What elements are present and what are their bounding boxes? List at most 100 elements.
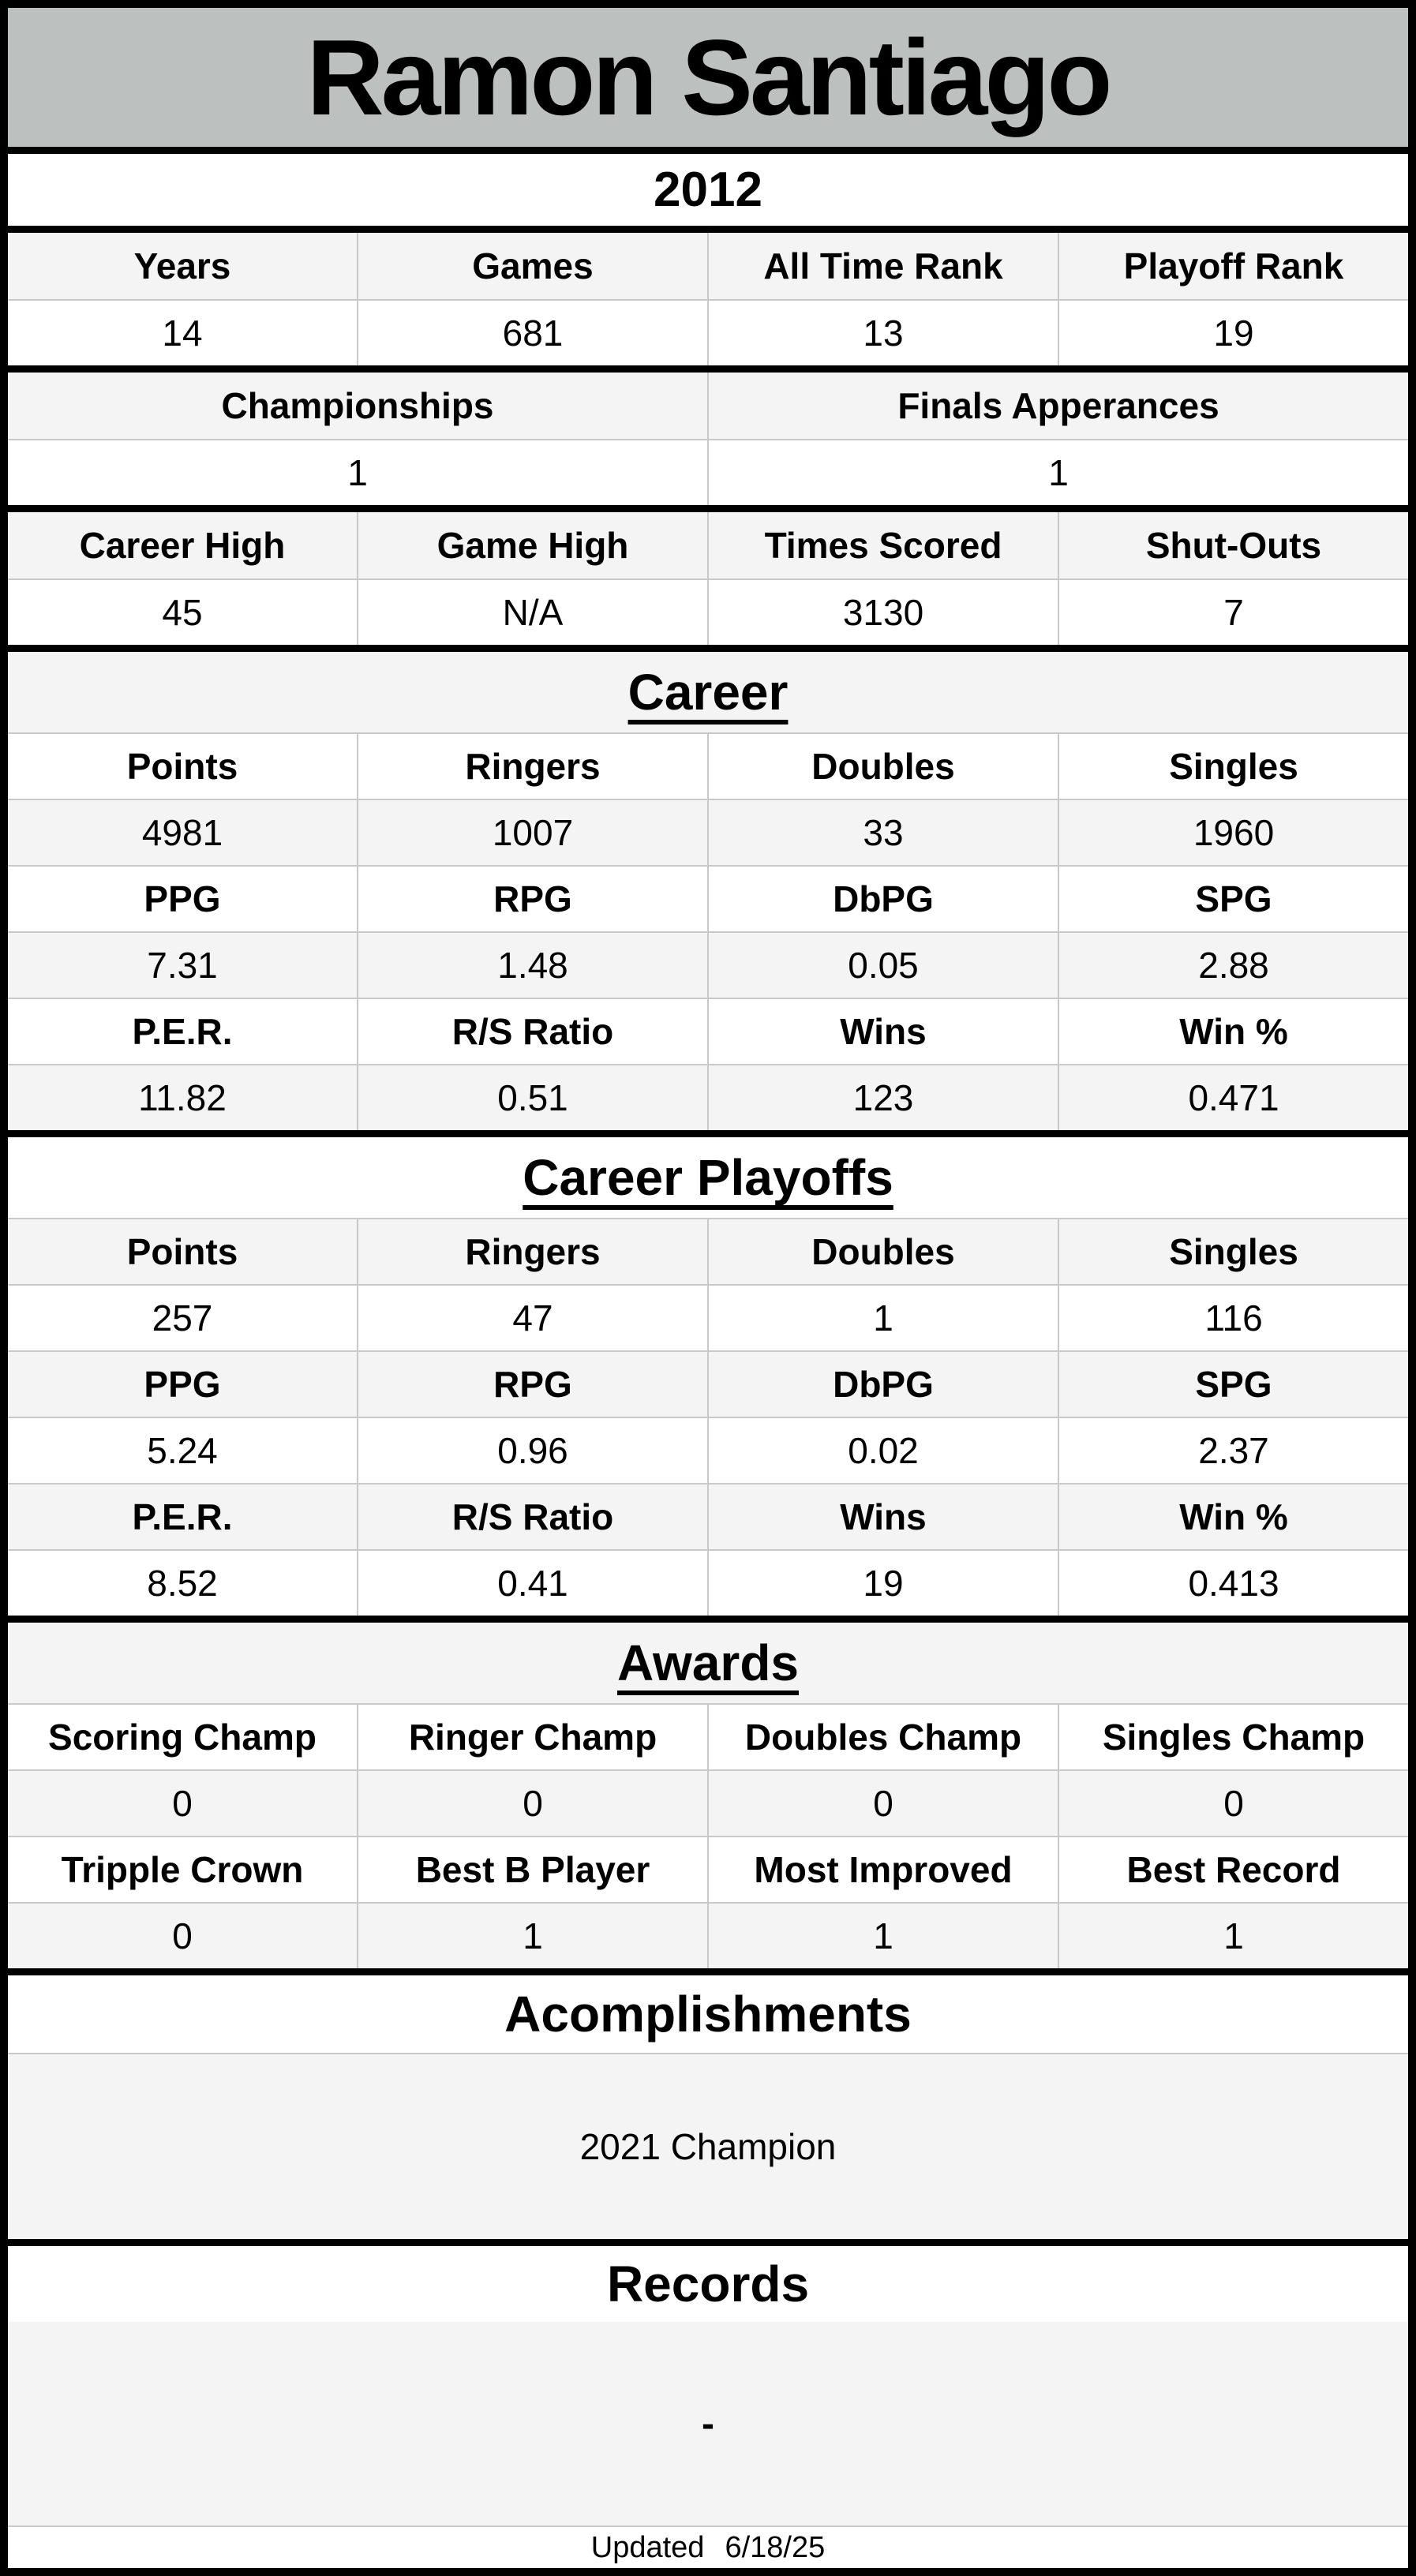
header-cell: Scoring Champ [8, 1705, 358, 1769]
header-cell: R/S Ratio [358, 999, 709, 1064]
highs-value-row: 45 N/A 3130 7 [8, 578, 1408, 645]
career-value-row: 7.31 1.48 0.05 2.88 [8, 931, 1408, 998]
acomplishments-title: Acomplishments [8, 1975, 1408, 2053]
header-cell: Games [358, 233, 709, 299]
records-section: Records - [8, 2246, 1408, 2527]
header-cell: Times Scored [709, 512, 1059, 578]
records-title-label: Records [606, 2256, 810, 2312]
value-cell: 2.88 [1198, 945, 1269, 986]
value-cell: 1 [8, 440, 709, 505]
overview-header-row: Years Games All Time Rank Playoff Rank [8, 233, 1408, 299]
value-cell: 1 [709, 1286, 1059, 1350]
career-playoffs-header-row: PPG RPG DbPG SPG [8, 1350, 1408, 1417]
header-cell: DbPG [709, 867, 1059, 931]
value-cell: 0.02 [709, 1418, 1059, 1483]
acomplishments-title-label: Acomplishments [504, 1986, 912, 2042]
awards-header-row: Tripple Crown Best B Player Most Improve… [8, 1836, 1408, 1902]
overview-value-row: 14 681 13 19 [8, 299, 1408, 365]
value-cell: 0.413 [1188, 1563, 1279, 1604]
season-row: 2012 [8, 154, 1408, 233]
value-cell: 7.31 [8, 933, 358, 998]
overview-section: Years Games All Time Rank Playoff Rank 1… [8, 233, 1408, 373]
header-cell: Finals Apperances [897, 385, 1219, 426]
career-playoffs-title: Career Playoffs [8, 1137, 1408, 1218]
career-title: Career [8, 652, 1408, 732]
career-playoffs-section: Career Playoffs Points Ringers Doubles S… [8, 1137, 1408, 1623]
value-cell: 45 [8, 580, 358, 645]
career-playoffs-value-row: 5.24 0.96 0.02 2.37 [8, 1417, 1408, 1483]
highs-section: Career High Game High Times Scored Shut-… [8, 512, 1408, 652]
value-cell: 14 [8, 301, 358, 365]
header-cell: Ringers [358, 1219, 709, 1284]
records-title: Records [8, 2246, 1408, 2322]
value-cell: 1960 [1193, 812, 1275, 853]
header-cell: RPG [358, 1352, 709, 1417]
records-placeholder-dash: - [702, 2402, 714, 2445]
career-playoffs-header-row: Points Ringers Doubles Singles [8, 1218, 1408, 1284]
header-cell: SPG [1195, 878, 1272, 919]
value-cell: 8.52 [8, 1551, 358, 1616]
career-playoffs-title-label: Career Playoffs [523, 1149, 893, 1206]
value-cell: 13 [709, 301, 1059, 365]
career-header-row: PPG RPG DbPG SPG [8, 865, 1408, 931]
value-cell: 11.82 [8, 1065, 358, 1130]
awards-title: Awards [8, 1623, 1408, 1703]
header-cell: PPG [8, 867, 358, 931]
header-cell: P.E.R. [8, 999, 358, 1064]
header-cell: Points [8, 734, 358, 799]
value-cell: 7 [1223, 592, 1244, 633]
header-cell: Doubles [709, 734, 1059, 799]
value-cell: 0 [709, 1771, 1059, 1836]
career-playoffs-value-row: 257 47 1 116 [8, 1284, 1408, 1350]
updated-label: Updated [590, 2530, 705, 2564]
value-cell: 19 [1213, 313, 1254, 354]
value-cell: 33 [709, 800, 1059, 865]
career-title-label: Career [627, 664, 789, 721]
value-cell: 0.96 [358, 1418, 709, 1483]
header-cell: Most Improved [709, 1837, 1059, 1902]
value-cell: 0 [8, 1904, 358, 1968]
highs-header-row: Career High Game High Times Scored Shut-… [8, 512, 1408, 578]
header-cell: Wins [709, 1485, 1059, 1549]
value-cell: 1.48 [358, 933, 709, 998]
career-header-row: P.E.R. R/S Ratio Wins Win % [8, 998, 1408, 1064]
header-cell: PPG [8, 1352, 358, 1417]
value-cell: 1 [1223, 1915, 1244, 1956]
awards-value-row: 0 1 1 1 [8, 1902, 1408, 1968]
header-cell: Ringers [358, 734, 709, 799]
header-cell: Singles Champ [1102, 1717, 1365, 1758]
header-cell: All Time Rank [709, 233, 1059, 299]
header-cell: Game High [358, 512, 709, 578]
value-cell: 1 [1048, 452, 1069, 493]
career-value-row: 11.82 0.51 123 0.471 [8, 1064, 1408, 1130]
finals-section: Championships Finals Apperances 1 1 [8, 373, 1408, 512]
records-content: - [8, 2322, 1408, 2525]
value-cell: 47 [358, 1286, 709, 1350]
finals-header-row: Championships Finals Apperances [8, 373, 1408, 439]
header-cell: Championships [8, 373, 709, 439]
header-cell: Win % [1179, 1011, 1288, 1052]
value-cell: 257 [8, 1286, 358, 1350]
header-cell: R/S Ratio [358, 1485, 709, 1549]
value-cell: 2.37 [1198, 1430, 1269, 1471]
value-cell: 3130 [709, 580, 1059, 645]
header-cell: Singles [1169, 1231, 1298, 1272]
value-cell: 681 [358, 301, 709, 365]
awards-section: Awards Scoring Champ Ringer Champ Double… [8, 1623, 1408, 1975]
awards-header-row: Scoring Champ Ringer Champ Doubles Champ… [8, 1703, 1408, 1769]
header-cell: Wins [709, 999, 1059, 1064]
value-cell: 5.24 [8, 1418, 358, 1483]
value-cell: N/A [358, 580, 709, 645]
value-cell: 1 [709, 1904, 1059, 1968]
header-cell: SPG [1195, 1364, 1272, 1405]
acomplishments-content: 2021 Champion [8, 2053, 1408, 2239]
title-bar: Ramon Santiago [8, 8, 1408, 154]
header-cell: Points [8, 1219, 358, 1284]
value-cell: 0.05 [709, 933, 1059, 998]
header-cell: DbPG [709, 1352, 1059, 1417]
value-cell: 123 [709, 1065, 1059, 1130]
career-header-row: Points Ringers Doubles Singles [8, 732, 1408, 799]
value-cell: 0.41 [358, 1551, 709, 1616]
career-playoffs-value-row: 8.52 0.41 19 0.413 [8, 1549, 1408, 1616]
